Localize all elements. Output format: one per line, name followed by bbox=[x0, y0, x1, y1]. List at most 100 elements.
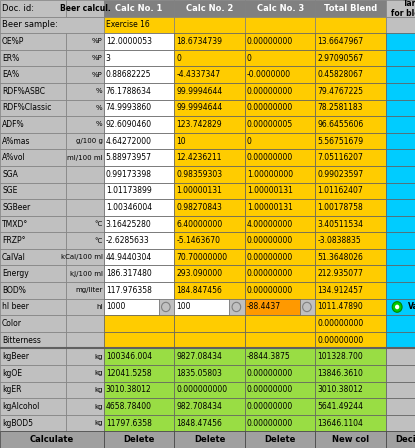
Text: ml/100 ml: ml/100 ml bbox=[67, 155, 103, 161]
Text: Variable: Variable bbox=[408, 302, 415, 311]
Bar bbox=[315, 199, 386, 215]
Bar bbox=[104, 398, 174, 415]
Text: 0.00000000: 0.00000000 bbox=[247, 269, 293, 278]
Bar bbox=[104, 99, 174, 116]
Text: 74.9993860: 74.9993860 bbox=[106, 103, 152, 112]
Bar bbox=[386, 83, 415, 99]
Bar bbox=[104, 431, 174, 448]
Bar bbox=[386, 215, 415, 233]
Bar bbox=[174, 199, 245, 215]
Bar bbox=[386, 149, 415, 166]
Text: 0: 0 bbox=[176, 54, 181, 63]
Bar bbox=[104, 66, 174, 83]
Text: 6.40000000: 6.40000000 bbox=[176, 220, 222, 228]
Bar bbox=[0, 249, 66, 266]
Circle shape bbox=[232, 302, 241, 312]
Bar bbox=[174, 282, 245, 299]
Bar bbox=[0, 116, 66, 133]
Bar bbox=[0, 99, 66, 116]
Bar bbox=[315, 332, 386, 349]
Bar bbox=[315, 349, 386, 365]
Text: Calc No. 1: Calc No. 1 bbox=[115, 4, 163, 13]
Bar bbox=[315, 116, 386, 133]
Bar bbox=[0, 332, 66, 349]
Bar bbox=[0, 398, 66, 415]
Bar bbox=[245, 17, 315, 33]
Text: kg: kg bbox=[94, 354, 103, 360]
Text: A%vol: A%vol bbox=[2, 153, 26, 162]
Text: New col: New col bbox=[332, 435, 369, 444]
Bar bbox=[174, 166, 245, 182]
Bar bbox=[0, 166, 66, 182]
Text: 3.40511534: 3.40511534 bbox=[317, 220, 364, 228]
Bar bbox=[315, 33, 386, 50]
Text: 982.708434: 982.708434 bbox=[176, 402, 222, 411]
Bar bbox=[245, 50, 315, 66]
Bar bbox=[0, 349, 66, 365]
Bar bbox=[66, 398, 104, 415]
Bar bbox=[174, 365, 245, 382]
Text: RDF%ASBC: RDF%ASBC bbox=[2, 87, 45, 96]
Bar bbox=[104, 282, 174, 299]
Text: 134.912457: 134.912457 bbox=[317, 286, 364, 295]
Text: 0.45828067: 0.45828067 bbox=[317, 70, 364, 79]
Text: °C: °C bbox=[94, 237, 103, 244]
Text: Decimals: Decimals bbox=[395, 435, 415, 444]
Bar bbox=[245, 282, 315, 299]
Text: 3010.38012: 3010.38012 bbox=[106, 385, 151, 394]
Text: 12.4236211: 12.4236211 bbox=[176, 153, 222, 162]
Bar bbox=[386, 182, 415, 199]
Bar bbox=[174, 83, 245, 99]
Bar bbox=[66, 116, 104, 133]
Bar bbox=[174, 349, 245, 365]
Text: %: % bbox=[96, 121, 103, 127]
Text: 3.16425280: 3.16425280 bbox=[106, 220, 151, 228]
Bar bbox=[0, 149, 66, 166]
Bar bbox=[66, 215, 104, 233]
Bar bbox=[245, 116, 315, 133]
Bar bbox=[66, 415, 104, 431]
Text: Doc. id:: Doc. id: bbox=[2, 4, 34, 13]
Bar bbox=[104, 415, 174, 431]
Text: 101328.700: 101328.700 bbox=[317, 352, 363, 361]
Bar bbox=[174, 99, 245, 116]
Bar bbox=[315, 215, 386, 233]
Text: kgOE: kgOE bbox=[2, 369, 22, 378]
Text: 3010.38012: 3010.38012 bbox=[317, 385, 363, 394]
Bar bbox=[104, 233, 174, 249]
Bar bbox=[0, 0, 66, 17]
Text: Bitterness: Bitterness bbox=[2, 336, 41, 345]
Bar bbox=[245, 266, 315, 282]
Text: 0.000000000: 0.000000000 bbox=[176, 385, 227, 394]
Text: kgER: kgER bbox=[2, 385, 22, 394]
Bar bbox=[104, 33, 174, 50]
Text: %: % bbox=[96, 105, 103, 111]
Bar bbox=[386, 249, 415, 266]
Bar bbox=[174, 398, 245, 415]
Bar bbox=[0, 233, 66, 249]
Bar bbox=[66, 66, 104, 83]
Bar bbox=[0, 66, 66, 83]
Bar bbox=[245, 99, 315, 116]
Bar bbox=[66, 99, 104, 116]
Text: 0.00000000: 0.00000000 bbox=[247, 87, 293, 96]
Text: 9827.08434: 9827.08434 bbox=[176, 352, 222, 361]
Bar bbox=[0, 382, 66, 398]
Text: 4.00000000: 4.00000000 bbox=[247, 220, 293, 228]
Text: -88.4437: -88.4437 bbox=[247, 302, 281, 311]
Text: EA%: EA% bbox=[2, 70, 19, 79]
Bar bbox=[0, 215, 66, 233]
Bar bbox=[245, 382, 315, 398]
Bar bbox=[386, 33, 415, 50]
Text: kg: kg bbox=[94, 420, 103, 426]
Text: kgBeer: kgBeer bbox=[2, 352, 29, 361]
Bar bbox=[66, 349, 104, 365]
Bar bbox=[386, 99, 415, 116]
Bar bbox=[174, 149, 245, 166]
Text: 0.99173398: 0.99173398 bbox=[106, 170, 152, 179]
Text: g/100 g: g/100 g bbox=[76, 138, 103, 144]
Text: 78.2581183: 78.2581183 bbox=[317, 103, 363, 112]
Bar bbox=[66, 332, 104, 349]
Text: 13646.1104: 13646.1104 bbox=[317, 418, 364, 427]
Text: -5.1463670: -5.1463670 bbox=[176, 236, 220, 245]
